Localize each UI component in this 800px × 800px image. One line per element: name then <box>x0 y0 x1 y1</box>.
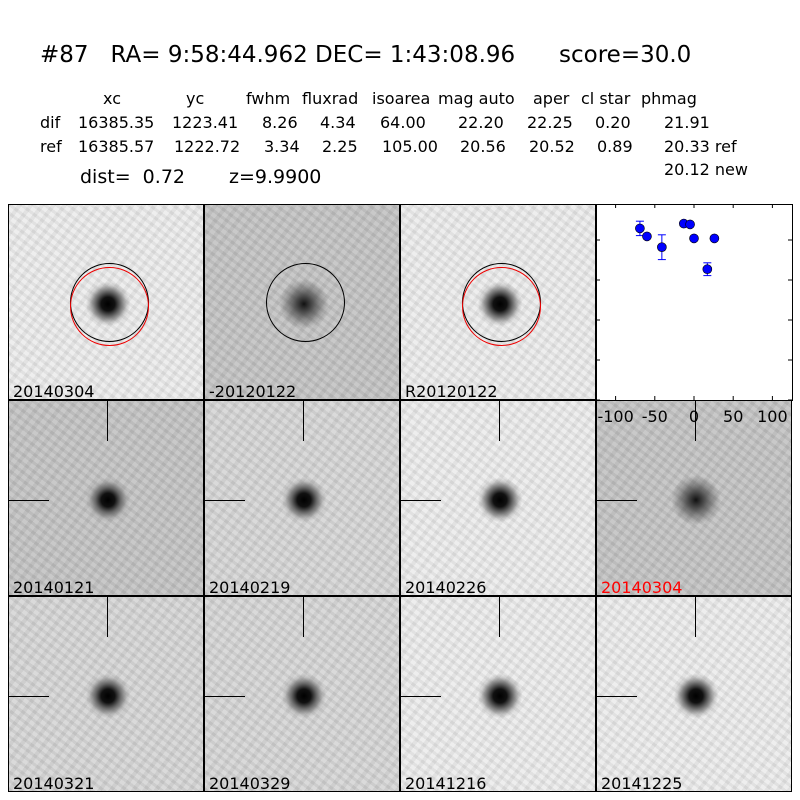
image-stamp-20140304: 20140304 <box>8 204 204 400</box>
crosshair-horizontal <box>9 500 49 501</box>
crosshair-vertical <box>695 401 696 441</box>
stamp-date-label: 20140329 <box>209 774 291 792</box>
source-blob <box>674 674 718 718</box>
crosshair-vertical <box>303 597 304 637</box>
crosshair-horizontal <box>597 696 637 697</box>
stamp-date-label: R20120122 <box>405 382 498 400</box>
stamp-date-label: 20140304 <box>601 578 683 596</box>
crosshair-vertical <box>499 401 500 441</box>
col-mag-auto: mag auto <box>438 89 515 108</box>
image-stamp-20140329: 20140329 <box>204 596 400 792</box>
data-point <box>642 231 652 242</box>
col-cl-star: cl star <box>581 89 631 108</box>
cell-ref-isoarea: 105.00 <box>382 137 438 156</box>
cell-ref-fluxrad: 2.25 <box>322 137 358 156</box>
new-phmag: 20.12 new <box>664 160 748 179</box>
dist-value: dist= 0.72 <box>80 166 185 188</box>
data-point <box>702 264 713 274</box>
x-tick-label: 0 <box>689 407 699 426</box>
col-aper: aper <box>533 89 570 108</box>
crosshair-horizontal <box>597 500 637 501</box>
source-blob <box>671 475 721 525</box>
image-stamp-R20120122: R20120122 <box>400 204 596 400</box>
col-fluxrad: fluxrad <box>302 89 359 108</box>
source-blob <box>478 674 522 718</box>
image-stamp-20140304: 20140304 <box>596 400 792 596</box>
col-phmag: phmag <box>641 89 697 108</box>
detection-circle <box>70 267 149 346</box>
image-stamp-20140121: 20140121 <box>8 400 204 596</box>
stamp-date-label: -20120122 <box>209 382 297 400</box>
crosshair-vertical <box>695 597 696 637</box>
data-point <box>657 242 667 253</box>
cell-dif-cl-star: 0.20 <box>595 113 631 132</box>
image-stamp-20140226: 20140226 <box>400 400 596 596</box>
cell-ref-cl-star: 0.89 <box>597 137 633 156</box>
image-stamp-20141216: 20141216 <box>400 596 596 792</box>
crosshair-vertical <box>303 401 304 441</box>
cell-dif-fwhm: 8.26 <box>262 113 298 132</box>
source-blob <box>86 674 130 718</box>
stamp-date-label: 20141225 <box>601 774 683 792</box>
source-blob <box>282 478 326 522</box>
source-blob <box>86 478 130 522</box>
col-xc: xc <box>103 89 121 108</box>
cell-ref-aper: 20.52 <box>529 137 575 156</box>
detection-circle <box>462 267 541 346</box>
crosshair-horizontal <box>9 696 49 697</box>
crosshair-horizontal <box>205 696 245 697</box>
stamp-date-label: 20140226 <box>405 578 487 596</box>
image-stamp--20120122: -20120122 <box>204 204 400 400</box>
x-tick-label: 100 <box>757 407 788 426</box>
stamp-date-label: 20140121 <box>13 578 95 596</box>
cell-ref-mag-auto: 20.56 <box>460 137 506 156</box>
col-yc: yc <box>186 89 205 108</box>
source-blob <box>282 674 326 718</box>
cell-ref-fwhm: 3.34 <box>264 137 300 156</box>
crosshair-horizontal <box>401 696 441 697</box>
cell-dif-phmag: 21.91 <box>664 113 710 132</box>
image-stamp-20141225: 20141225 <box>596 596 792 792</box>
stamp-date-label: 20141216 <box>405 774 487 792</box>
cell-dif-aper: 22.25 <box>527 113 573 132</box>
z-value: z=9.9900 <box>229 166 322 188</box>
stamp-date-label: 20140321 <box>13 774 95 792</box>
candidate-title: #87 RA= 9:58:44.962 DEC= 1:43:08.96 scor… <box>40 42 692 68</box>
x-tick-label: -50 <box>642 407 668 426</box>
cell-ref-yc: 1222.72 <box>174 137 241 156</box>
row-label-ref: ref <box>40 137 62 156</box>
col-isoarea: isoarea <box>372 89 431 108</box>
image-stamp-20140321: 20140321 <box>8 596 204 792</box>
data-point <box>709 233 720 244</box>
stamp-date-label: 20140219 <box>209 578 291 596</box>
data-point <box>689 233 699 244</box>
x-tick-label: 50 <box>723 407 743 426</box>
crosshair-vertical <box>499 597 500 637</box>
ref-circle <box>266 263 345 342</box>
crosshair-horizontal <box>401 500 441 501</box>
crosshair-vertical <box>107 597 108 637</box>
cell-dif-mag-auto: 22.20 <box>458 113 504 132</box>
x-tick-label: -100 <box>597 407 633 426</box>
cell-dif-fluxrad: 4.34 <box>320 113 356 132</box>
crosshair-horizontal <box>205 500 245 501</box>
cell-ref-phmag: 20.33 ref <box>664 137 737 156</box>
data-point <box>635 223 645 234</box>
cell-ref-xc: 16385.57 <box>78 137 155 156</box>
data-point <box>685 219 695 230</box>
image-stamp-20140219: 20140219 <box>204 400 400 596</box>
row-label-dif: dif <box>40 113 61 132</box>
source-blob <box>478 478 522 522</box>
cell-dif-isoarea: 64.00 <box>380 113 426 132</box>
cell-dif-yc: 1223.41 <box>172 113 239 132</box>
stamp-date-label: 20140304 <box>13 382 95 400</box>
cell-dif-xc: 16385.35 <box>78 113 155 132</box>
col-fwhm: fwhm <box>246 89 291 108</box>
crosshair-vertical <box>107 401 108 441</box>
